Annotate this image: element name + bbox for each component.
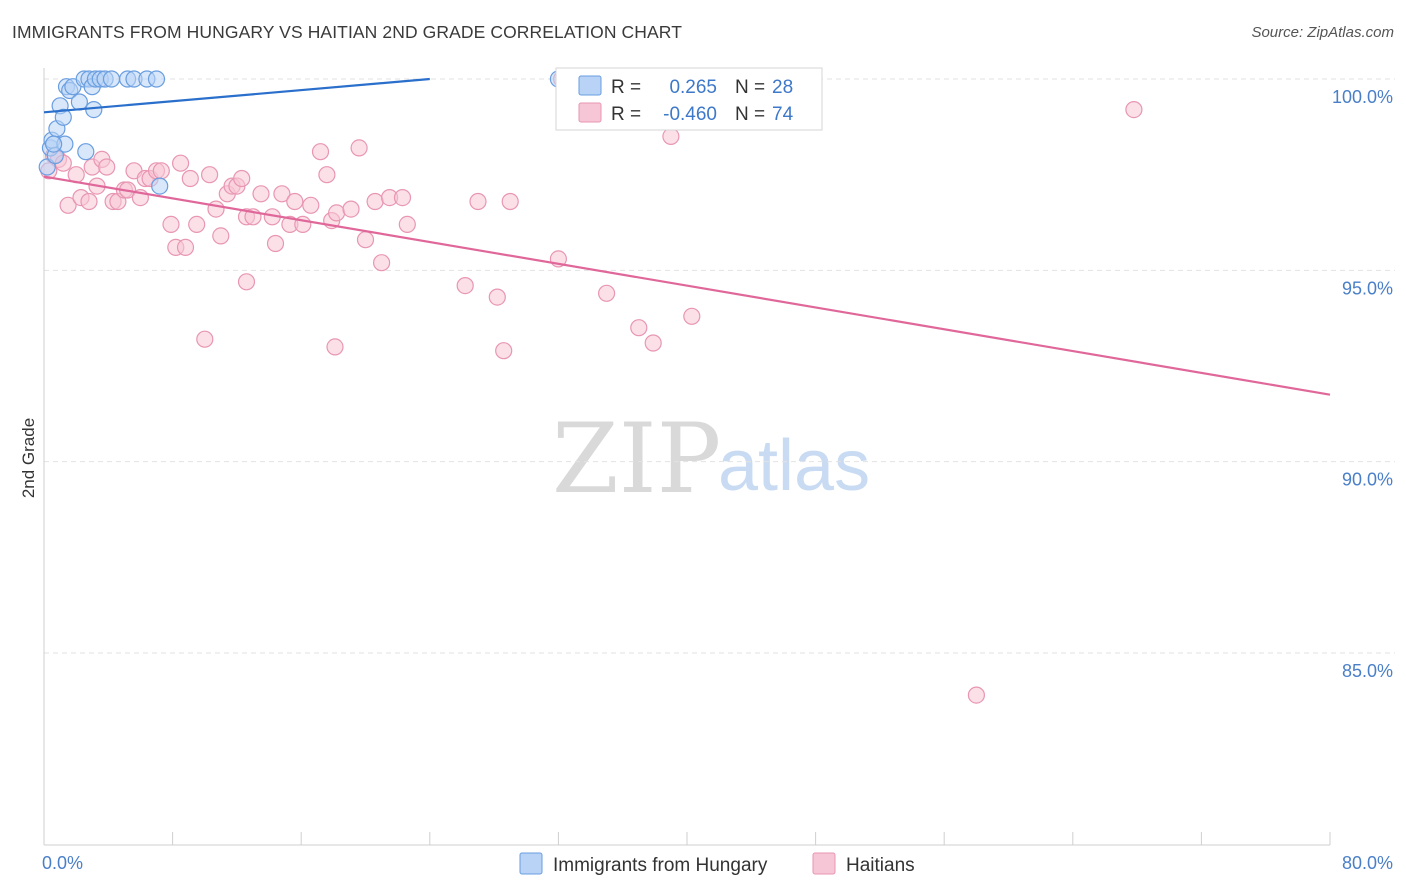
haitians-point-48 [328,204,346,222]
y-tick-labels: 100.0% 95.0% 90.0% 85.0% [1332,87,1393,681]
legend-swatch-haitians [578,102,602,123]
legend-n-label-haitians: N = [735,104,765,125]
haitians-point-26 [181,169,199,188]
haitians-point-24 [176,238,195,256]
haitians-point-25 [172,154,190,172]
y-tick-label-2: 90.0% [1342,470,1393,490]
haitians-point-22 [162,215,180,233]
hungary-point-17 [102,70,121,88]
haitians-point-64 [501,192,519,211]
haitians-point-53 [373,254,391,272]
haitians-point-72 [967,686,986,704]
x-tick-label-min: 0.0% [42,853,83,873]
x-tick-labels: 0.0% 80.0% [42,853,1393,873]
y-tick-label-3: 85.0% [1342,661,1393,681]
haitians-point-34 [233,169,251,188]
hungary-point-27 [44,135,63,153]
haitians-point-11 [98,158,116,176]
series-hungary-points [38,70,568,195]
haitians-point-56 [398,215,416,233]
series-haitians-points [40,70,1143,704]
haitians-point-61 [469,192,487,211]
haitians-point-28 [201,166,219,184]
series-legend-swatch-haitians [812,852,836,875]
legend-swatch-hungary [578,75,602,96]
hungary-point-25 [151,177,169,195]
haitians-point-37 [252,185,270,203]
legend-r-value-hungary: 0.265 [669,77,717,98]
trend-lines [43,77,1331,396]
haitians-point-7 [80,192,98,211]
haitians-point-59 [326,338,344,356]
series-legend-label-hungary: Immigrants from Hungary [553,855,768,876]
legend-n-value-hungary: 28 [772,77,793,98]
haitians-point-55 [393,189,412,207]
haitians-point-70 [683,307,701,325]
y-tick-label-1: 95.0% [1342,278,1393,298]
haitians-point-66 [597,284,616,302]
x-tick-label-max: 80.0% [1342,853,1393,873]
hungary-point-10 [70,93,89,111]
gridlines [44,78,1395,654]
hungary-point-23 [77,143,95,161]
haitians-point-44 [302,196,320,214]
haitians-point-62 [488,288,506,306]
haitians-point-69 [662,127,680,145]
y-axis-label: 2nd Grade [19,418,38,498]
chart-title: IMMIGRANTS FROM HUNGARY VS HAITIAN 2ND G… [12,22,682,42]
hungary-trend-line [43,77,430,114]
chart-source: Source: ZipAtlas.com [1251,24,1394,41]
watermark-atlas: atlas [718,426,870,506]
hungary-point-6 [54,108,72,126]
haitians-point-49 [342,200,360,218]
legend-n-label-hungary: N = [735,77,765,98]
series-legend-label-haitians: Haitians [846,855,915,876]
haitians-point-52 [366,192,384,211]
haitians-point-30 [212,227,230,245]
hungary-point-22 [85,100,103,119]
haitians-point-57 [196,330,214,348]
haitians-point-50 [350,139,368,157]
haitians-point-46 [318,166,336,184]
watermark-zip: ZIP [552,403,721,515]
y-tick-label-0: 100.0% [1332,87,1393,107]
haitians-point-29 [207,200,225,218]
haitians-point-4 [59,196,77,214]
haitians-point-39 [266,234,285,253]
series-legend: Immigrants from Hungary Haitians [519,852,915,876]
legend-r-value-haitians: -0.460 [663,104,717,125]
haitians-point-58 [237,273,256,291]
legend-n-value-haitians: 74 [772,104,794,125]
hungary-point-21 [147,70,166,88]
legend-r-label-haitians: R = [611,104,641,125]
haitians-point-68 [644,334,662,352]
haitians-point-21 [152,162,170,180]
haitians-point-63 [495,342,513,360]
legend-r-label-hungary: R = [611,77,641,98]
axes [43,68,1331,846]
haitians-point-51 [356,231,375,249]
haitians-point-71 [1125,100,1143,119]
haitians-point-40 [273,185,291,203]
haitians-point-27 [188,215,206,233]
stats-legend: R = 0.265 N = 28 R = -0.460 N = 74 [555,67,823,131]
haitians-trend-line [43,175,1331,396]
haitians-point-42 [286,192,304,211]
series-legend-swatch-hungary [519,852,543,875]
haitians-point-60 [456,277,474,295]
haitians-point-67 [630,319,648,337]
haitians-point-45 [311,143,330,161]
